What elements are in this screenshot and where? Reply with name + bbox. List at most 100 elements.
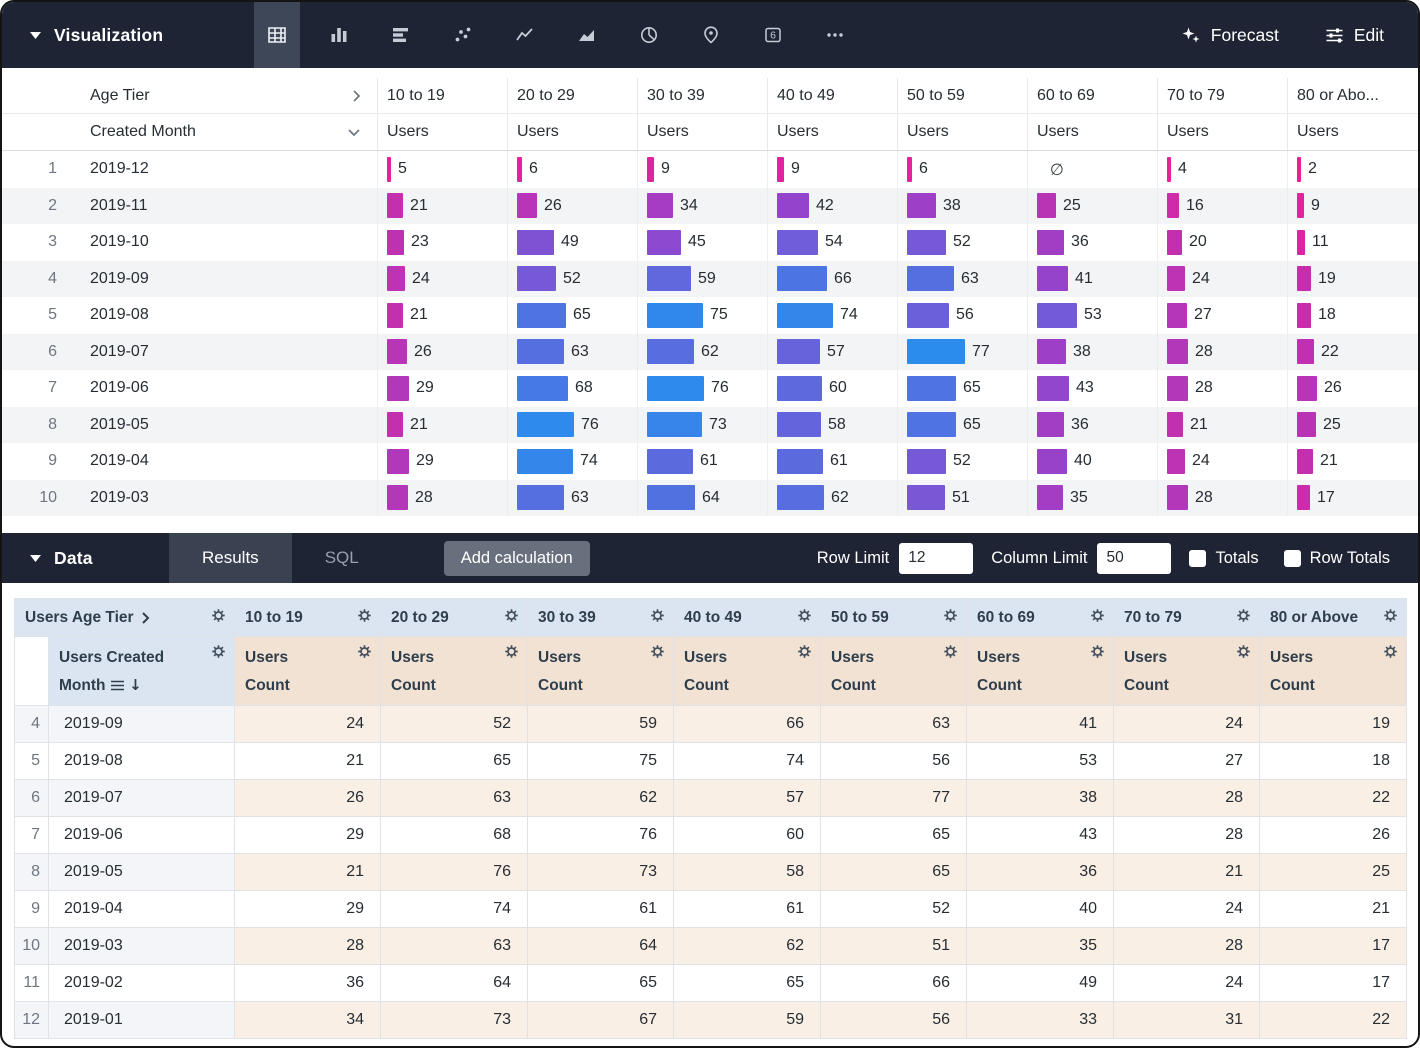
measure-value[interactable]: 77: [820, 778, 967, 817]
measure-value[interactable]: 17: [1259, 926, 1407, 965]
measure-cell[interactable]: 64: [637, 479, 767, 516]
dimension-value[interactable]: 2019-12: [90, 160, 149, 178]
measure-value[interactable]: 74: [380, 889, 528, 928]
measure-cell[interactable]: 25: [1027, 187, 1157, 224]
pivot-column-label[interactable]: 30 to 39: [637, 78, 767, 113]
gear-icon[interactable]: [1383, 644, 1398, 663]
measure-cell[interactable]: 38: [897, 187, 1027, 224]
row-totals-checkbox[interactable]: [1283, 549, 1301, 567]
measure-cell[interactable]: 61: [767, 443, 897, 480]
measure-value[interactable]: 65: [527, 963, 674, 1002]
measure-cell[interactable]: 29: [377, 370, 507, 407]
measure-column-header[interactable]: Users Count: [234, 636, 381, 706]
measure-value[interactable]: 36: [234, 963, 381, 1002]
pivot-column-label[interactable]: 60 to 69: [1027, 78, 1157, 113]
data-column-header[interactable]: 80 or Above: [1259, 598, 1407, 637]
dimension-value[interactable]: 2019-08: [90, 306, 149, 324]
measure-cell[interactable]: 51: [897, 479, 1027, 516]
measure-value[interactable]: 76: [527, 815, 674, 854]
dimension-value[interactable]: 2019-11: [90, 196, 148, 214]
measure-cell[interactable]: 21: [377, 297, 507, 334]
edit-button[interactable]: Edit: [1325, 25, 1384, 46]
data-column-header[interactable]: 60 to 69: [966, 598, 1114, 637]
measure-value[interactable]: 65: [673, 963, 821, 1002]
gear-icon[interactable]: [650, 644, 665, 663]
dimension-value[interactable]: 2019-07: [90, 342, 149, 360]
dimension-column-header[interactable]: Users Created Month ↓: [48, 636, 235, 706]
viz-type-pie-chart-button[interactable]: [626, 2, 672, 68]
measure-value[interactable]: 41: [966, 704, 1114, 743]
measure-column-header[interactable]: Users Count: [1259, 636, 1407, 706]
measure-value[interactable]: 38: [966, 778, 1114, 817]
measure-cell[interactable]: 25: [1287, 406, 1417, 443]
dimension-value[interactable]: 2019-01: [48, 1000, 235, 1039]
data-column-header[interactable]: 10 to 19: [234, 598, 381, 637]
measure-cell[interactable]: 41: [1027, 260, 1157, 297]
measure-cell[interactable]: 74: [507, 443, 637, 480]
measure-cell[interactable]: 28: [1157, 479, 1287, 516]
measure-value[interactable]: 67: [527, 1000, 674, 1039]
measure-cell[interactable]: 6: [897, 151, 1027, 188]
measure-cell[interactable]: 24: [1157, 443, 1287, 480]
measure-value[interactable]: 56: [820, 741, 967, 780]
measure-label[interactable]: Users: [1157, 114, 1287, 150]
measure-value[interactable]: 24: [234, 704, 381, 743]
measure-cell[interactable]: 16: [1157, 187, 1287, 224]
measure-value[interactable]: 65: [820, 852, 967, 891]
viz-type-bar-chart-button[interactable]: [378, 2, 424, 68]
measure-cell[interactable]: 24: [377, 260, 507, 297]
measure-value[interactable]: 28: [1113, 926, 1260, 965]
data-column-header[interactable]: 20 to 29: [380, 598, 528, 637]
add-calculation-button[interactable]: Add calculation: [443, 540, 590, 576]
measure-cell[interactable]: 63: [507, 479, 637, 516]
measure-value[interactable]: 64: [527, 926, 674, 965]
measure-value[interactable]: 52: [380, 704, 528, 743]
viz-type-column-chart-button[interactable]: [316, 2, 362, 68]
measure-value[interactable]: 56: [820, 1000, 967, 1039]
measure-value[interactable]: 26: [234, 778, 381, 817]
measure-value[interactable]: 24: [1113, 889, 1260, 928]
data-column-header[interactable]: 30 to 39: [527, 598, 674, 637]
pivot-column-label[interactable]: 70 to 79: [1157, 78, 1287, 113]
measure-value[interactable]: 27: [1113, 741, 1260, 780]
measure-cell[interactable]: 28: [1157, 333, 1287, 370]
totals-checkbox[interactable]: [1189, 549, 1207, 567]
measure-value[interactable]: 31: [1113, 1000, 1260, 1039]
measure-cell[interactable]: 43: [1027, 370, 1157, 407]
measure-value[interactable]: 17: [1259, 963, 1407, 1002]
gear-icon[interactable]: [797, 644, 812, 663]
measure-value[interactable]: 62: [673, 926, 821, 965]
measure-value[interactable]: 58: [673, 852, 821, 891]
measure-cell[interactable]: 27: [1157, 297, 1287, 334]
measure-cell[interactable]: 18: [1287, 297, 1417, 334]
measure-cell[interactable]: 26: [507, 187, 637, 224]
measure-value[interactable]: 61: [673, 889, 821, 928]
measure-label[interactable]: Users: [507, 114, 637, 150]
measure-cell[interactable]: 36: [1027, 224, 1157, 261]
measure-value[interactable]: 22: [1259, 1000, 1407, 1039]
measure-value[interactable]: 66: [820, 963, 967, 1002]
measure-value[interactable]: 34: [234, 1000, 381, 1039]
gear-icon[interactable]: [357, 608, 372, 627]
forecast-button[interactable]: Forecast: [1180, 25, 1279, 46]
tab-results[interactable]: Results: [169, 533, 292, 583]
measure-cell[interactable]: 65: [897, 406, 1027, 443]
measure-value[interactable]: 65: [380, 741, 528, 780]
measure-cell[interactable]: 40: [1027, 443, 1157, 480]
measure-cell[interactable]: 62: [767, 479, 897, 516]
measure-cell[interactable]: 23: [377, 224, 507, 261]
measure-value[interactable]: 61: [527, 889, 674, 928]
measure-label[interactable]: Users: [767, 114, 897, 150]
measure-cell[interactable]: 74: [767, 297, 897, 334]
measure-cell[interactable]: 61: [637, 443, 767, 480]
measure-value[interactable]: 73: [380, 1000, 528, 1039]
measure-value[interactable]: 68: [380, 815, 528, 854]
measure-column-header[interactable]: Users Count: [966, 636, 1114, 706]
data-column-header[interactable]: 50 to 59: [820, 598, 967, 637]
measure-column-header[interactable]: Users Count: [673, 636, 821, 706]
dimension-value[interactable]: 2019-07: [48, 778, 235, 817]
viz-type-scatter-button[interactable]: [440, 2, 486, 68]
measure-value[interactable]: 75: [527, 741, 674, 780]
gear-icon[interactable]: [211, 644, 226, 663]
measure-value[interactable]: 43: [966, 815, 1114, 854]
